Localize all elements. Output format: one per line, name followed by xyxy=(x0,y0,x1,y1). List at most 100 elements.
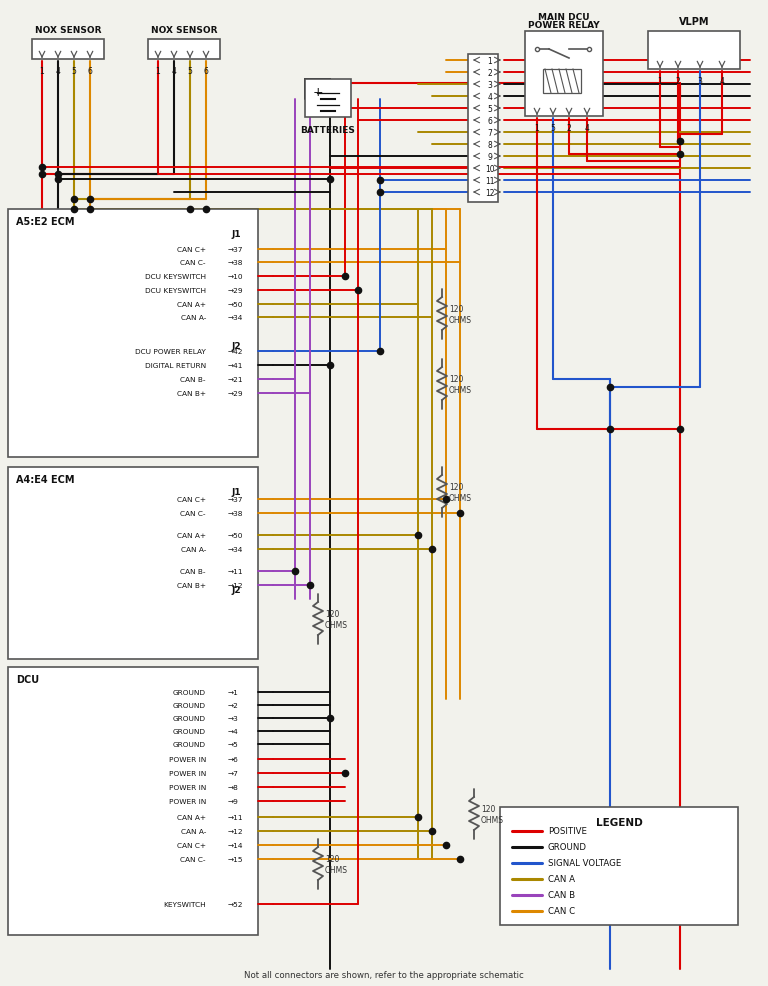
Bar xyxy=(648,32,740,70)
Text: 4: 4 xyxy=(720,77,724,86)
Text: CAN C+: CAN C+ xyxy=(177,246,206,252)
Text: 6: 6 xyxy=(488,116,492,125)
Text: →52: →52 xyxy=(228,901,243,907)
Text: →21: →21 xyxy=(228,377,243,383)
Text: POWER IN: POWER IN xyxy=(169,799,206,805)
Text: →2: →2 xyxy=(228,702,239,708)
Text: →41: →41 xyxy=(228,363,243,369)
Text: CAN A+: CAN A+ xyxy=(177,814,206,820)
Text: A4:E4 ECM: A4:E4 ECM xyxy=(16,474,74,484)
Text: GROUND: GROUND xyxy=(173,702,206,708)
Text: →1: →1 xyxy=(228,689,239,695)
Text: →34: →34 xyxy=(228,315,243,320)
Text: DCU KEYSWITCH: DCU KEYSWITCH xyxy=(145,274,206,280)
Text: 1: 1 xyxy=(40,67,45,76)
Text: →15: →15 xyxy=(228,856,243,862)
Text: →11: →11 xyxy=(228,568,243,575)
Text: →11: →11 xyxy=(228,814,243,820)
Text: GROUND: GROUND xyxy=(548,843,587,852)
Text: J2: J2 xyxy=(231,586,241,595)
Text: →29: →29 xyxy=(228,390,243,396)
Text: DIGITAL RETURN: DIGITAL RETURN xyxy=(145,363,206,369)
Text: CAN B: CAN B xyxy=(548,890,575,899)
Text: 4: 4 xyxy=(488,93,492,102)
Text: →10: →10 xyxy=(228,274,243,280)
Text: →38: →38 xyxy=(228,511,243,517)
Text: →50: →50 xyxy=(228,302,243,308)
Text: CAN C-: CAN C- xyxy=(180,856,206,862)
Text: →8: →8 xyxy=(228,784,239,790)
Text: NOX SENSOR: NOX SENSOR xyxy=(35,26,101,35)
Text: SIGNAL VOLTAGE: SIGNAL VOLTAGE xyxy=(548,859,621,868)
Text: 3: 3 xyxy=(488,81,492,90)
Bar xyxy=(8,467,258,660)
Text: 1: 1 xyxy=(488,56,492,65)
Text: 5: 5 xyxy=(187,67,193,76)
Text: →7: →7 xyxy=(228,770,239,776)
Text: DCU: DCU xyxy=(16,674,39,684)
Text: →50: →50 xyxy=(228,532,243,538)
Text: →12: →12 xyxy=(228,828,243,834)
Text: DCU KEYSWITCH: DCU KEYSWITCH xyxy=(145,288,206,294)
Bar xyxy=(468,55,498,203)
Text: 6: 6 xyxy=(88,67,92,76)
Text: +: + xyxy=(313,86,323,99)
Text: DCU POWER RELAY: DCU POWER RELAY xyxy=(135,349,206,355)
Text: KEYSWITCH: KEYSWITCH xyxy=(164,901,206,907)
Text: MAIN DCU: MAIN DCU xyxy=(538,13,590,22)
Text: 120
OHMS: 120 OHMS xyxy=(449,305,472,324)
Text: →29: →29 xyxy=(228,288,243,294)
Text: 120
OHMS: 120 OHMS xyxy=(449,483,472,502)
Text: J2: J2 xyxy=(231,342,241,351)
Text: 2: 2 xyxy=(567,124,571,133)
Text: CAN B-: CAN B- xyxy=(180,568,206,575)
Text: 4: 4 xyxy=(55,67,61,76)
Text: BATTERIES: BATTERIES xyxy=(300,126,356,135)
Text: CAN B-: CAN B- xyxy=(180,377,206,383)
Text: 1: 1 xyxy=(535,124,539,133)
Text: 5: 5 xyxy=(488,105,492,113)
Bar xyxy=(8,668,258,935)
Text: CAN C+: CAN C+ xyxy=(177,842,206,848)
Text: 4: 4 xyxy=(171,67,177,76)
Bar xyxy=(525,32,603,117)
Text: CAN A+: CAN A+ xyxy=(177,302,206,308)
Text: CAN A-: CAN A- xyxy=(180,546,206,552)
Text: 10: 10 xyxy=(485,165,495,174)
Text: 120
OHMS: 120 OHMS xyxy=(325,609,348,629)
Text: GROUND: GROUND xyxy=(173,689,206,695)
Text: J1: J1 xyxy=(231,230,241,239)
Text: 2: 2 xyxy=(488,68,492,78)
Text: CAN C: CAN C xyxy=(548,906,575,916)
Text: 120
OHMS: 120 OHMS xyxy=(449,375,472,394)
Text: →38: →38 xyxy=(228,259,243,266)
Text: 5: 5 xyxy=(551,124,555,133)
Bar xyxy=(148,40,220,60)
Text: →6: →6 xyxy=(228,756,239,762)
Text: 120
OHMS: 120 OHMS xyxy=(325,855,348,874)
Text: 8: 8 xyxy=(488,140,492,149)
Text: GROUND: GROUND xyxy=(173,729,206,735)
Bar xyxy=(543,70,581,94)
Bar xyxy=(500,808,738,925)
Text: CAN A-: CAN A- xyxy=(180,828,206,834)
Text: →42: →42 xyxy=(228,349,243,355)
Bar xyxy=(32,40,104,60)
Text: Not all connectors are shown, refer to the appropriate schematic: Not all connectors are shown, refer to t… xyxy=(244,969,524,978)
Text: →14: →14 xyxy=(228,842,243,848)
Text: CAN C-: CAN C- xyxy=(180,259,206,266)
Text: →37: →37 xyxy=(228,497,243,503)
Text: →5: →5 xyxy=(228,741,239,747)
Text: 2: 2 xyxy=(676,77,680,86)
Text: 120
OHMS: 120 OHMS xyxy=(481,805,504,824)
Text: 6: 6 xyxy=(204,67,208,76)
Text: 5: 5 xyxy=(71,67,77,76)
Text: 3: 3 xyxy=(697,77,703,86)
Text: CAN A: CAN A xyxy=(548,875,575,883)
Text: VLPM: VLPM xyxy=(679,17,710,27)
Text: 1: 1 xyxy=(156,67,161,76)
Text: A5:E2 ECM: A5:E2 ECM xyxy=(16,217,74,227)
Text: →34: →34 xyxy=(228,546,243,552)
Text: J1: J1 xyxy=(231,487,241,497)
Text: CAN C+: CAN C+ xyxy=(177,497,206,503)
